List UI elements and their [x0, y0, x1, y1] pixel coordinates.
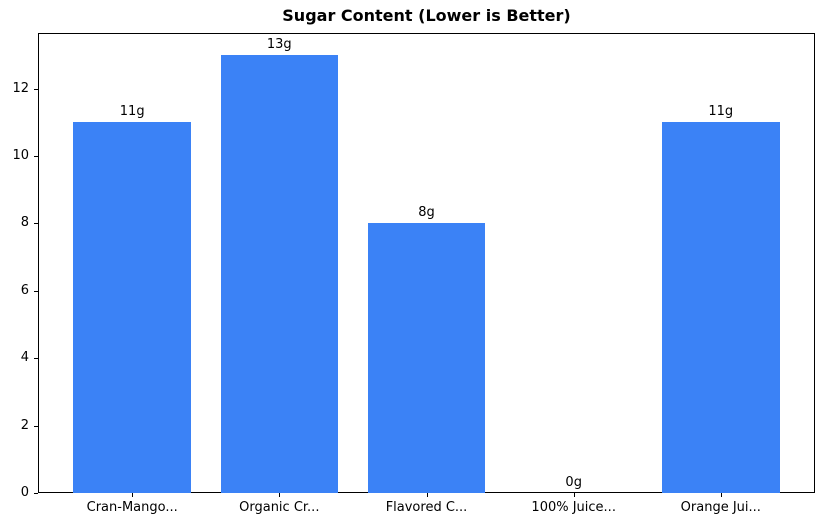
y-tick-mark	[34, 89, 38, 90]
x-tick-mark	[279, 493, 281, 497]
y-tick-mark	[34, 426, 38, 427]
y-tick-label: 10	[12, 148, 29, 163]
bar	[367, 223, 486, 493]
chart-title: Sugar Content (Lower is Better)	[282, 6, 571, 25]
y-tick-label: 12	[12, 81, 29, 96]
bar	[662, 122, 780, 493]
bar-value-label: 0g	[565, 475, 582, 490]
x-tick-label: Flavored C...	[385, 500, 468, 515]
x-tick-mark	[720, 493, 722, 497]
x-tick-label: 100% Juice...	[531, 500, 616, 515]
x-tick-mark	[132, 493, 134, 497]
y-tick-label: 0	[20, 485, 29, 500]
y-tick-label: 8	[20, 215, 29, 230]
x-tick-mark	[426, 493, 428, 497]
y-tick-mark	[34, 493, 38, 494]
y-tick-label: 2	[20, 418, 29, 433]
x-tick-mark	[573, 493, 575, 497]
y-tick-mark	[34, 358, 38, 359]
bar-value-label: 11g	[119, 104, 145, 120]
bar-value-label: 11g	[708, 104, 734, 120]
bar	[73, 122, 191, 493]
bar-value-label: 13g	[266, 36, 292, 52]
x-tick-label: Organic Cr...	[239, 500, 320, 515]
bar	[220, 54, 339, 493]
y-tick-label: 6	[20, 283, 29, 298]
x-tick-label: Cran-Mango...	[86, 500, 178, 515]
y-tick-mark	[34, 156, 38, 157]
y-tick-mark	[34, 291, 38, 292]
y-tick-label: 4	[20, 350, 29, 365]
x-tick-label: Orange Jui...	[680, 500, 761, 515]
bar-value-label: 8g	[418, 205, 435, 221]
y-tick-mark	[34, 223, 38, 224]
